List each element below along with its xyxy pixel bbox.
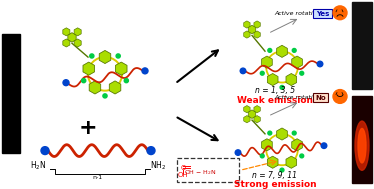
Circle shape [268, 49, 272, 52]
Text: Weak emission: Weak emission [237, 96, 313, 105]
Circle shape [142, 68, 148, 74]
Polygon shape [292, 139, 303, 151]
Circle shape [235, 150, 241, 155]
Text: OH $-$ H$_2$N: OH $-$ H$_2$N [184, 168, 216, 177]
Polygon shape [261, 56, 272, 68]
Circle shape [280, 85, 284, 89]
Text: +: + [79, 118, 97, 138]
Text: Active rotation: Active rotation [275, 95, 321, 100]
Polygon shape [267, 74, 278, 86]
Text: OH: OH [178, 172, 188, 178]
Polygon shape [68, 33, 76, 42]
Text: Strong emission: Strong emission [234, 180, 316, 189]
Circle shape [63, 80, 69, 86]
Circle shape [116, 54, 120, 58]
Text: n = 7, 9, 11: n = 7, 9, 11 [252, 171, 297, 180]
Circle shape [280, 168, 284, 172]
Polygon shape [74, 28, 81, 36]
Circle shape [292, 49, 296, 52]
Text: n = 1, 3, 5: n = 1, 3, 5 [255, 86, 295, 95]
Circle shape [300, 71, 304, 75]
Circle shape [124, 79, 128, 83]
Polygon shape [99, 50, 111, 64]
Circle shape [260, 154, 264, 158]
Circle shape [103, 94, 107, 98]
Circle shape [82, 79, 86, 83]
FancyBboxPatch shape [177, 159, 239, 182]
Circle shape [292, 131, 296, 135]
Bar [352, 2, 372, 89]
Polygon shape [267, 156, 278, 168]
Ellipse shape [355, 121, 369, 170]
Polygon shape [248, 110, 256, 119]
Text: Active rotation: Active rotation [275, 11, 321, 16]
Text: No: No [316, 95, 326, 101]
Circle shape [260, 71, 264, 75]
Circle shape [333, 90, 347, 103]
Circle shape [147, 147, 155, 155]
Polygon shape [83, 62, 95, 75]
Polygon shape [74, 39, 81, 47]
Circle shape [90, 54, 94, 58]
Polygon shape [244, 106, 250, 113]
Polygon shape [254, 106, 260, 113]
Circle shape [268, 131, 272, 135]
Bar [352, 96, 372, 183]
Polygon shape [254, 116, 260, 123]
Circle shape [321, 143, 327, 148]
Circle shape [41, 147, 49, 155]
Polygon shape [277, 128, 287, 140]
Circle shape [317, 61, 323, 67]
Text: Yes: Yes [316, 11, 330, 17]
Polygon shape [248, 25, 256, 34]
Polygon shape [254, 31, 260, 38]
Circle shape [300, 154, 304, 158]
Polygon shape [244, 116, 250, 123]
Polygon shape [286, 74, 297, 86]
Polygon shape [244, 21, 250, 28]
Polygon shape [116, 62, 127, 75]
Polygon shape [109, 81, 121, 94]
Polygon shape [292, 56, 303, 68]
Polygon shape [244, 31, 250, 38]
FancyBboxPatch shape [313, 9, 332, 18]
Circle shape [333, 6, 347, 20]
Polygon shape [286, 156, 297, 168]
Polygon shape [261, 139, 272, 151]
Bar [2, 34, 20, 153]
Polygon shape [277, 45, 287, 57]
Text: O: O [180, 165, 186, 171]
Polygon shape [63, 28, 70, 36]
Polygon shape [63, 39, 70, 47]
Ellipse shape [358, 129, 366, 163]
Circle shape [240, 68, 246, 74]
FancyBboxPatch shape [313, 93, 328, 102]
Text: n-1: n-1 [92, 175, 102, 180]
Polygon shape [254, 21, 260, 28]
Text: H$_2$N: H$_2$N [30, 159, 46, 172]
Text: NH$_2$: NH$_2$ [150, 159, 166, 172]
Polygon shape [89, 81, 101, 94]
